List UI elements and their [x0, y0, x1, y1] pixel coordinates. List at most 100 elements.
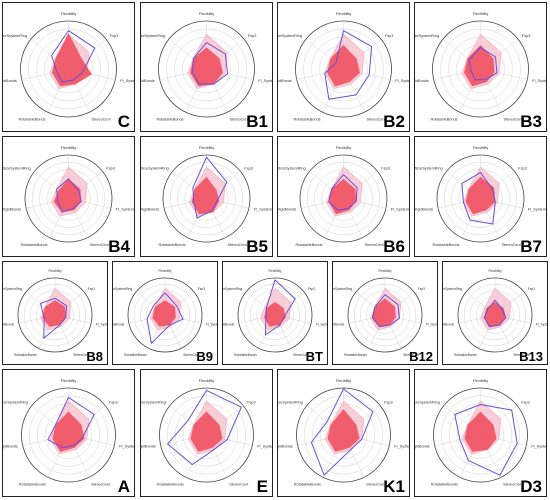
axis-label: RotatableBonds	[293, 118, 320, 122]
axis-label: StereoCent	[367, 118, 387, 122]
axis-label: RigidBonds	[223, 322, 234, 326]
panel-label: B8	[86, 349, 103, 364]
axis-label: FI_SystemRing	[391, 207, 409, 211]
axis-label: Fsp3	[244, 166, 252, 170]
axis-label: Flexibility	[48, 269, 62, 273]
axis-label: RotatableBonds	[234, 353, 257, 357]
axis-label: StereoCent	[230, 118, 250, 122]
axis-label: FI_SystemRing	[531, 445, 546, 449]
radar-panel: Flexibility Fsp3 FI_SystemRing StereoCent Ro…	[277, 369, 410, 497]
compound-profile-line	[483, 299, 507, 328]
radar-chart: Flexibility Fsp3 FI_SystemRing StereoCent Ro…	[333, 269, 437, 357]
axis-label: RigidBonds	[3, 79, 17, 83]
axis-label: FI_SystemRing	[119, 445, 134, 449]
axis-label: Flexibility	[336, 146, 352, 150]
axis-label: Fsp3	[248, 34, 256, 38]
axis-label: RotatableBonds	[156, 118, 183, 122]
axis-label: RigidBonds	[3, 445, 18, 449]
radar-chart: Flexibility Fsp3 FI_SystemRing StereoCent Ro…	[3, 379, 134, 487]
axis-label: RigidBonds	[141, 207, 159, 211]
axis-label: Fsp3	[110, 34, 118, 38]
axis-label: StereoCent	[92, 118, 112, 122]
axis-label: StereoCent	[228, 243, 248, 247]
radar-panel: Flexibility Fsp3 FI_SystemRing StereoCent Ro…	[140, 369, 273, 497]
radar-chart: Flexibility Fsp3 FI_SystemRing StereoCent Ro…	[223, 269, 327, 357]
axis-label: FI_SystemRing	[120, 79, 134, 83]
radar-panel: Flexibility Fsp3 FI_SystemRing StereoCent Ro…	[2, 369, 135, 497]
axis-label: RotatableBonds	[157, 483, 184, 487]
panel-label: BT	[305, 349, 323, 364]
compound-profile-line	[461, 171, 496, 225]
axis-label: StereoCent	[90, 243, 110, 247]
axis-label: RigidBonds	[141, 79, 155, 83]
radar-chart: Flexibility Fsp3 FI_SystemRing StereoCent Ro…	[278, 146, 409, 247]
panel-label: D3	[520, 477, 542, 496]
core-range-area	[372, 298, 396, 327]
axis-label: StereoCent	[503, 483, 523, 487]
axis-label: SizeSystemRing	[415, 166, 443, 170]
radar-panel: Flexibility Fsp3 FI_SystemRing StereoCent Ro…	[442, 261, 548, 365]
compound-profile-line	[192, 42, 229, 85]
axis-label: RotatableBonds	[454, 353, 477, 357]
axis-label: RotatableBonds	[20, 243, 47, 247]
axis-label: FI_SystemRing	[254, 207, 272, 211]
axis-label: Flexibility	[61, 146, 77, 150]
core-range-area	[190, 47, 223, 87]
axis-label: Fsp3	[308, 287, 315, 291]
core-range-area	[191, 176, 220, 215]
radar-chart: Flexibility Fsp3 FI_SystemRing StereoCent Ro…	[113, 269, 217, 357]
compound-profile-line	[56, 178, 82, 213]
axis-label: StereoCent	[365, 243, 385, 247]
core-range-area	[484, 302, 506, 327]
radar-panel: Flexibility Fsp3 FI_SystemRing StereoCent Ro…	[140, 2, 273, 132]
axis-label: Fsp3	[88, 287, 95, 291]
axis-label: Fsp3	[385, 34, 393, 38]
core-range-area	[190, 411, 223, 452]
axis-label: RigidBonds	[3, 322, 14, 326]
panel-label: E	[256, 477, 268, 496]
axis-label: RigidBonds	[278, 79, 292, 83]
axis-label: RigidBonds	[443, 322, 454, 326]
axis-label: Fsp3	[518, 166, 526, 170]
axis-label: RotatableBonds	[158, 243, 185, 247]
axis-label: RigidBonds	[278, 445, 293, 449]
compound-profile-line	[310, 388, 374, 476]
axis-label: SizeSystemRing	[333, 287, 352, 291]
axis-label: SizeSystemRing	[3, 166, 31, 170]
radar-chart: Flexibility Fsp3 FI_SystemRing StereoCent Ro…	[415, 146, 546, 247]
radar-chart: Flexibility Fsp3 FI_SystemRing StereoCent Ro…	[443, 269, 547, 357]
axis-label: FI_SystemRing	[257, 445, 272, 449]
axis-label: FI_SystemRing	[258, 79, 272, 83]
radar-panel: Flexibility Fsp3 FI_SystemRing StereoCent Ro…	[112, 261, 218, 365]
axis-label: FI_SystemRing	[116, 207, 134, 211]
axis-label: FI_SystemRing	[536, 322, 547, 326]
axis-label: RotatableBonds	[432, 243, 459, 247]
radar-panel: Flexibility Fsp3 FI_SystemRing StereoCent Ro…	[2, 2, 135, 132]
axis-label: Fsp3	[521, 401, 529, 405]
radar-chart: Flexibility Fsp3 FI_SystemRing StereoCent Ro…	[141, 12, 272, 122]
radar-panel: Flexibility Fsp3 FI_SystemRing StereoCent Ro…	[2, 136, 135, 257]
panel-label: B2	[383, 112, 405, 131]
compound-profile-line	[47, 396, 95, 449]
radar-chart: Flexibility Fsp3 FI_SystemRing StereoCent Ro…	[3, 269, 107, 357]
axis-label: RotatableBonds	[18, 118, 45, 122]
axis-label: Fsp3	[247, 401, 255, 405]
radar-chart: Flexibility Fsp3 FI_SystemRing StereoCent Ro…	[3, 12, 134, 122]
axis-label: SizeSystemRing	[3, 401, 28, 405]
core-range-area	[42, 300, 66, 327]
panel-label: K1	[383, 477, 405, 496]
axis-label: FI_SystemRing	[395, 79, 409, 83]
core-range-area	[465, 176, 496, 215]
compound-profile-line	[324, 30, 373, 100]
radar-panel: Flexibility Fsp3 FI_SystemRing StereoCent Ro…	[332, 261, 438, 365]
axis-label: RotatableBonds	[19, 483, 46, 487]
compound-profile-line	[40, 297, 68, 339]
panel-label: C	[117, 112, 130, 131]
axis-label: Flexibility	[378, 269, 392, 273]
axis-label: Fsp3	[528, 287, 535, 291]
axis-label: FI_SystemRing	[206, 322, 217, 326]
radar-panel: Flexibility Fsp3 FI_SystemRing StereoCent Ro…	[414, 369, 547, 497]
axis-label: Flexibility	[199, 12, 215, 16]
axis-label: Flexibility	[336, 379, 352, 383]
axis-label: SizeSystemRing	[415, 401, 440, 405]
